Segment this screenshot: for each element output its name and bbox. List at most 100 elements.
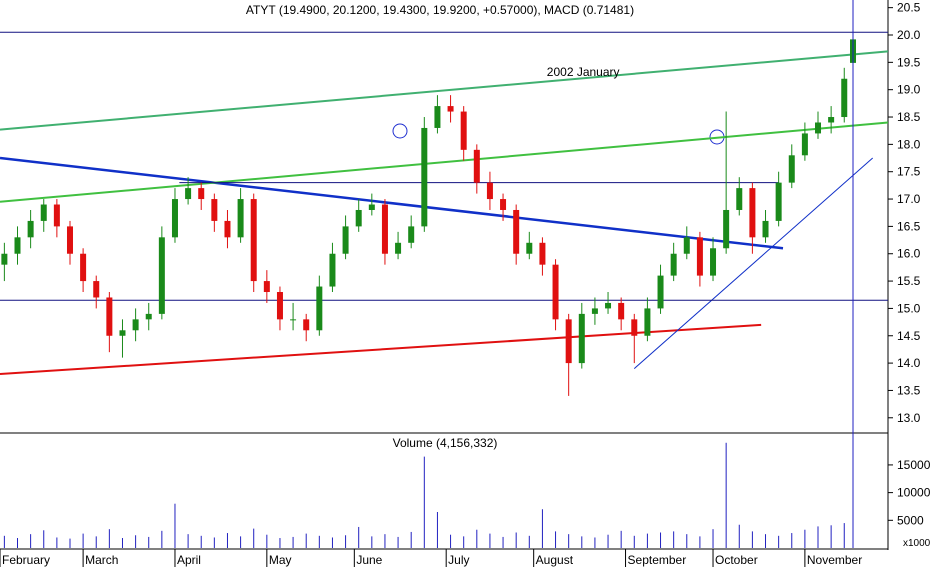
candle-body [40,204,47,221]
x-tick-label: March [85,553,118,567]
volume-unit: x1000 [903,538,931,549]
x-tick-label: August [536,553,574,567]
candle-body [815,122,822,134]
candle-body [14,237,21,254]
candle-body [657,275,664,309]
chart-title: ATYT (19.4900, 20.1200, 19.4300, 19.9200… [246,3,634,17]
candle-body [447,106,454,112]
candle-body [53,204,60,227]
candle-body [683,237,690,254]
volume-title: Volume (4,156,332) [393,436,498,450]
candle-body [539,242,546,265]
candle-body [395,242,402,254]
candle-body [788,155,795,183]
candle-body [211,199,218,221]
candle-body [696,237,703,276]
candle-body [1,253,8,265]
candle-body [171,199,178,238]
y-tick-label: 14.5 [897,329,921,343]
candle-body [723,209,730,249]
candle-body [473,149,480,183]
candle-body [841,78,848,118]
candle-body [421,127,428,227]
candle-body [106,297,113,336]
candle-body [119,330,126,336]
x-tick-label: April [177,553,201,567]
candle-body [736,188,743,210]
candle-body [591,308,598,314]
x-tick-label: June [356,553,382,567]
volume-tick-label: 15000 [897,458,931,472]
candle-body [486,182,493,200]
trend-line [0,156,784,250]
candle-body [224,220,231,238]
candle-body [644,308,651,336]
y-tick-label: 18.5 [897,110,921,124]
candle-body [762,220,769,238]
y-tick-label: 20.5 [897,1,921,15]
candle-body [828,117,835,123]
candle-body [513,209,520,254]
trend-line [633,157,874,369]
y-tick-label: 15.5 [897,274,921,288]
candle-body [80,253,87,282]
candle-body [631,319,638,336]
y-tick-label: 17.5 [897,165,921,179]
candle-body [605,302,612,309]
candle-body [578,313,585,364]
x-tick-label: February [2,553,50,567]
candle-body [710,248,717,276]
y-tick-label: 13.0 [897,411,921,425]
y-tick-label: 19.5 [897,55,921,69]
candle-body [552,264,559,320]
y-tick-label: 20.0 [897,28,921,42]
candle-body [145,313,152,320]
candle-body [526,242,533,254]
candle-body [618,302,625,320]
y-tick-label: 19.0 [897,83,921,97]
candle-body [355,209,362,227]
candle-body [27,220,34,238]
y-tick-label: 15.0 [897,301,921,315]
candle-body [565,319,572,364]
x-tick-label: July [448,553,469,567]
y-tick-label: 13.5 [897,383,921,397]
candle-body [434,106,441,128]
candle-body [185,188,192,200]
candle-body [329,253,336,287]
x-tick-label: October [715,553,758,567]
candle-body [670,253,677,276]
candle-body [801,133,808,156]
candle-body [276,292,283,320]
volume-tick-label: 5000 [897,513,924,527]
y-tick-label: 17.0 [897,192,921,206]
candle-body [198,188,205,200]
y-tick-label: 18.0 [897,137,921,151]
y-tick-label: 16.5 [897,219,921,233]
candle-body [381,204,388,254]
volume-tick-label: 10000 [897,486,931,500]
annotation: 2002 January [547,65,620,79]
x-tick-label: May [269,553,292,567]
candle-body [158,237,165,314]
candle-body [342,226,349,254]
candle-body [460,111,467,150]
candle-body [500,199,507,210]
trend-line [0,50,889,131]
candle-body [263,281,270,293]
candle-body [93,281,100,298]
candle-body [237,199,244,238]
candle-body [250,199,257,282]
trend-line [0,121,889,203]
candle-body [132,319,139,331]
y-tick-label: 14.0 [897,356,921,370]
candle-body [368,204,375,210]
candle-body [66,226,73,254]
candle-body [303,319,310,331]
candle-body [290,319,297,321]
y-tick-label: 16.0 [897,247,921,261]
candle-body [316,286,323,331]
x-tick-label: September [628,553,687,567]
